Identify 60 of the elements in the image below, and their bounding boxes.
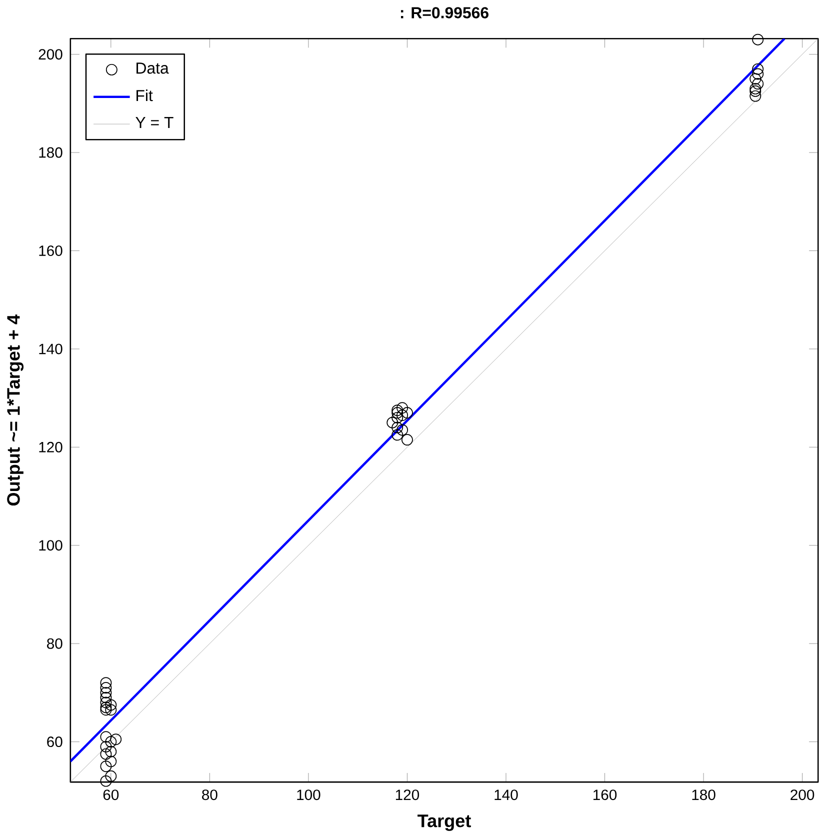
- point: [392, 429, 404, 441]
- point: [396, 424, 408, 436]
- point: [105, 704, 117, 716]
- y-tick-label: 140: [39, 344, 62, 354]
- point: [396, 410, 408, 421]
- point: [100, 731, 112, 743]
- y-tick-label: 120: [39, 442, 62, 452]
- point: [110, 734, 122, 746]
- point: [402, 407, 414, 419]
- x-axis-title: Target: [418, 814, 472, 831]
- y-tick-label: 80: [47, 638, 62, 649]
- x-tick-label: 60: [104, 790, 119, 800]
- y-tick-label: 180: [39, 147, 62, 158]
- point: [386, 416, 398, 428]
- y-tick-label: 60: [47, 736, 62, 748]
- x-tick-label: 200: [790, 790, 814, 800]
- point: [105, 746, 117, 758]
- point: [402, 434, 414, 446]
- x-tick-label: 80: [202, 790, 218, 800]
- point: [392, 407, 404, 419]
- point: [750, 85, 762, 97]
- chart-title: : R=0.99566: [401, 7, 489, 18]
- point: [750, 73, 762, 85]
- point: [100, 775, 112, 787]
- x-tick-label: 140: [494, 790, 518, 800]
- legend-label: Y = T: [136, 116, 174, 128]
- x-tick-label: 160: [594, 790, 617, 800]
- point: [392, 422, 404, 434]
- point: [750, 82, 762, 94]
- point: [392, 404, 404, 416]
- point: [100, 748, 112, 760]
- y-axis-title: Output ~= 1*Target + 4: [7, 314, 24, 506]
- point: [100, 740, 112, 752]
- point: [100, 696, 112, 708]
- legend-label: Data: [136, 62, 169, 74]
- y-tick-label: 200: [38, 49, 62, 60]
- point: [105, 756, 117, 768]
- x-tick-label: 100: [297, 790, 320, 800]
- point: [100, 704, 112, 716]
- y-tick-label: 160: [39, 245, 62, 256]
- point: [752, 34, 764, 46]
- y-tick-label: 100: [39, 540, 62, 551]
- point: [100, 760, 112, 772]
- point: [100, 682, 112, 694]
- point: [105, 699, 117, 711]
- point: [100, 702, 112, 714]
- point: [752, 68, 764, 80]
- point: [752, 63, 764, 75]
- point: [105, 770, 117, 782]
- point: [392, 412, 404, 424]
- point: [396, 402, 408, 414]
- point: [752, 78, 764, 90]
- point: [100, 677, 112, 689]
- legend-label: Fit: [136, 90, 153, 102]
- point: [100, 692, 112, 704]
- point: [100, 686, 112, 698]
- point: [105, 736, 117, 748]
- x-tick-label: 120: [396, 790, 420, 800]
- point: [750, 90, 762, 102]
- x-tick-label: 180: [692, 790, 716, 800]
